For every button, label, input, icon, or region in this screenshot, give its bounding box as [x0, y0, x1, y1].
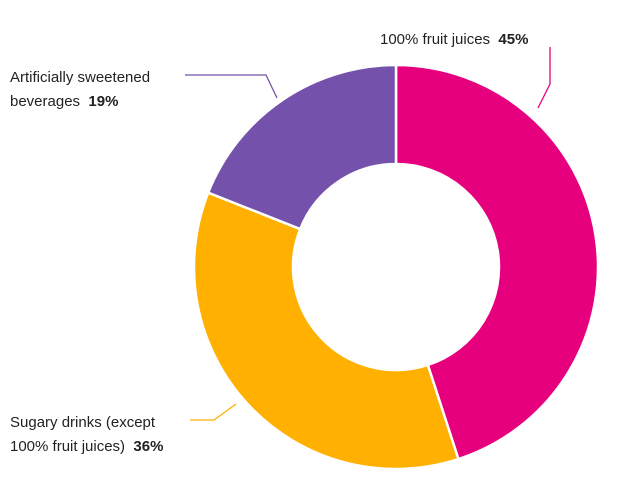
slice-value-label-1: 36% [125, 438, 163, 455]
leader-line-2 [185, 74, 278, 99]
slice-label-2-line-1: beverages 19% [10, 93, 118, 110]
slice-label-1-line-1: 100% fruit juices) 36% [10, 438, 163, 455]
leader-line-1 [190, 403, 237, 421]
slice-label-1-line-0: Sugary drinks (except [10, 414, 156, 431]
slice-value-label-0: 45% [490, 31, 528, 48]
donut-slice-2 [206, 63, 398, 231]
slice-label-0-line-0: 100% fruit juices 45% [380, 31, 528, 48]
donut-slice-1 [192, 191, 460, 471]
donut-slice-0 [394, 63, 600, 461]
slice-label-2-line-0: Artificially sweetened [10, 69, 150, 86]
slice-value-label-2: 19% [80, 93, 118, 110]
leader-line-0 [537, 47, 551, 109]
